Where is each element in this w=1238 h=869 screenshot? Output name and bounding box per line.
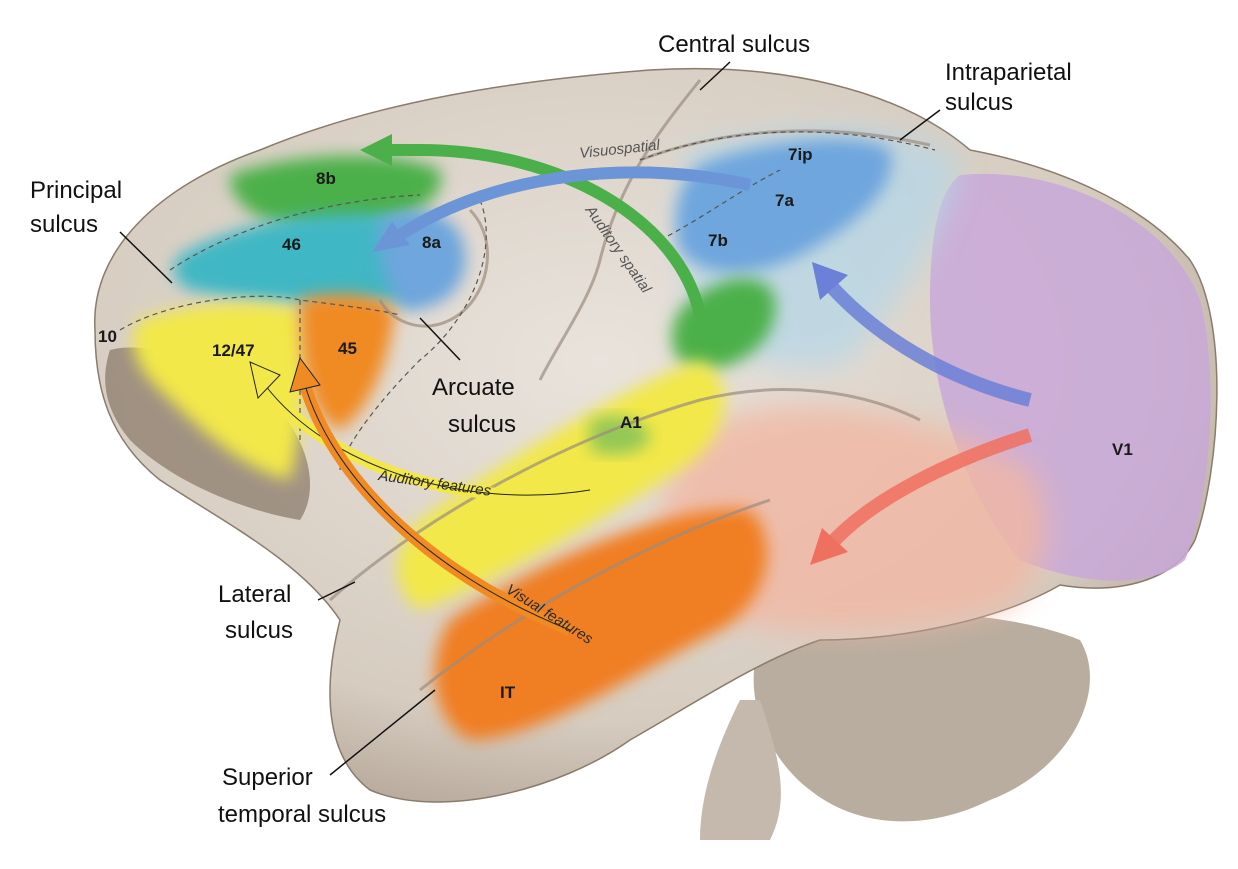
label-arcuate-1: Arcuate (432, 374, 515, 401)
region-yellow-auditory (397, 360, 725, 610)
v1-ventral-arrow (824, 428, 1033, 550)
brainstem (700, 700, 781, 840)
region-46 (173, 213, 446, 305)
cerebellum (753, 613, 1090, 822)
pathway-arrows (249, 134, 1033, 636)
label-intraparietal-2: sulcus (945, 89, 1013, 116)
auditory-spatial-arrow (385, 144, 706, 317)
label-central-sulcus: Central sulcus (658, 31, 810, 58)
v1-ventral-arrowhead (810, 528, 848, 565)
label-lateral-2: sulcus (225, 617, 293, 644)
region-a1-green (590, 416, 650, 455)
visuospatial-arrow (396, 166, 752, 241)
region-8b (230, 155, 442, 230)
region-12-47 (133, 303, 305, 480)
central-sulcus-line (538, 79, 702, 381)
area-45: 45 (338, 339, 357, 358)
region-45 (300, 294, 395, 430)
v1-dorsal-arrowhead (812, 262, 848, 300)
label-arcuate-2: sulcus (448, 411, 516, 438)
area-v1: V1 (1112, 440, 1133, 459)
region-it (434, 508, 767, 740)
area-it: IT (500, 683, 516, 702)
label-sts-2: temporal sulcus (218, 801, 386, 828)
label-principal-1: Principal (30, 177, 122, 204)
auditory-features-arrowhead (249, 361, 281, 400)
sts-line (419, 498, 771, 692)
area-labels: 8b 46 8a 10 12/47 45 7ip 7a 7b A1 V1 IT (98, 145, 1133, 702)
area-8b: 8b (316, 169, 336, 188)
v1-dorsal-arrow (824, 280, 1032, 407)
area-7ip: 7ip (788, 145, 813, 164)
sulcus-labels: Central sulcus Intraparietal sulcus Prin… (30, 31, 1072, 828)
area-12-47: 12/47 (212, 341, 255, 360)
area-8a: 8a (422, 233, 441, 252)
area-a1: A1 (620, 413, 642, 432)
label-lateral-1: Lateral (218, 581, 291, 608)
intraparietal-line (639, 129, 931, 162)
region-7ip-7a (676, 139, 892, 273)
label-intraparietal-1: Intraparietal (945, 59, 1072, 86)
area-7a: 7a (775, 191, 794, 210)
label-sts-1: Superior (222, 764, 313, 791)
auditory-spatial-arrowhead (360, 134, 392, 166)
area-46: 46 (282, 235, 301, 254)
label-principal-2: sulcus (30, 211, 98, 238)
area-10: 10 (98, 327, 117, 346)
visuospatial-arrowhead (372, 222, 410, 252)
area-7b: 7b (708, 231, 728, 250)
visual-features-arrowhead (289, 356, 321, 393)
leader-lines (119, 61, 941, 776)
